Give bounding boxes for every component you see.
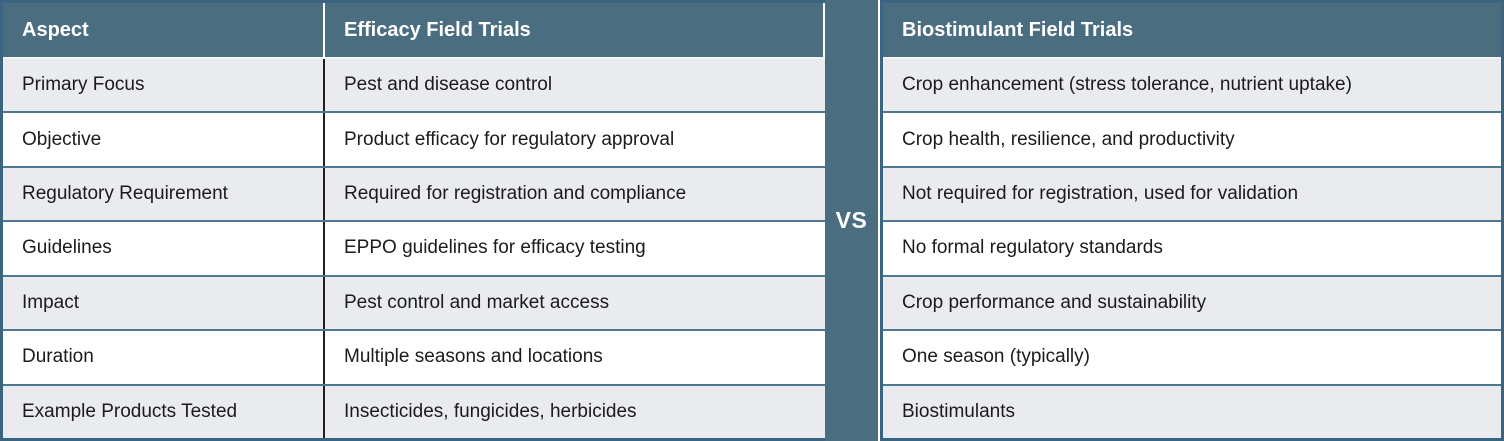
efficacy-cell: Multiple seasons and locations	[344, 346, 603, 368]
efficacy-cell: Pest and disease control	[344, 74, 553, 96]
efficacy-header-cell: Efficacy Field Trials	[325, 3, 825, 57]
table-row: Objective Product efficacy for regulator…	[3, 111, 825, 166]
table-row: One season (typically)	[883, 329, 1501, 384]
efficacy-table-header-row: Aspect Efficacy Field Trials	[3, 3, 825, 57]
table-row: Example Products Tested Insecticides, fu…	[3, 383, 825, 438]
table-row: Crop health, resilience, and productivit…	[883, 111, 1501, 166]
table-row: Crop performance and sustainability	[883, 274, 1501, 330]
table-row: Impact Pest control and market access	[3, 274, 825, 330]
efficacy-cell: Product efficacy for regulatory approval	[344, 128, 675, 150]
aspect-cell: Objective	[3, 113, 325, 166]
biostimulant-cell: One season (typically)	[902, 346, 1090, 368]
aspect-cell: Duration	[3, 331, 325, 384]
table-row: Primary Focus Pest and disease control	[3, 57, 825, 112]
efficacy-cell: Pest control and market access	[344, 291, 610, 313]
vs-label: VS	[835, 207, 868, 233]
table-row: No formal regulatory standards	[883, 220, 1501, 275]
biostimulant-cell: Biostimulants	[902, 400, 1015, 422]
efficacy-cell: Insecticides, fungicides, herbicides	[344, 400, 637, 422]
biostimulant-cell: Crop performance and sustainability	[902, 291, 1207, 313]
efficacy-cell: Required for registration and compliance	[344, 183, 687, 205]
biostimulant-table-header-row: Biostimulant Field Trials	[883, 3, 1501, 57]
biostimulant-cell: No formal regulatory standards	[902, 237, 1163, 259]
aspect-cell: Guidelines	[3, 222, 325, 275]
biostimulant-cell: Crop health, resilience, and productivit…	[902, 128, 1235, 150]
aspect-cell: Primary Focus	[3, 59, 325, 112]
aspect-header-cell: Aspect	[3, 3, 325, 57]
table-row: Regulatory Requirement Required for regi…	[3, 165, 825, 221]
table-row: Biostimulants	[883, 383, 1501, 438]
vs-divider: VS	[825, 0, 878, 441]
table-row: Guidelines EPPO guidelines for efficacy …	[3, 220, 825, 275]
table-row: Duration Multiple seasons and locations	[3, 329, 825, 384]
biostimulant-cell: Not required for registration, used for …	[902, 183, 1299, 205]
biostimulant-cell: Crop enhancement (stress tolerance, nutr…	[902, 74, 1352, 96]
table-row: Not required for registration, used for …	[883, 165, 1501, 221]
efficacy-table: Aspect Efficacy Field Trials Primary Foc…	[0, 0, 825, 441]
aspect-cell: Impact	[3, 276, 325, 330]
aspect-cell: Example Products Tested	[3, 385, 325, 438]
table-row: Crop enhancement (stress tolerance, nutr…	[883, 57, 1501, 112]
biostimulant-table: Biostimulant Field Trials Crop enhanceme…	[880, 0, 1504, 441]
aspect-cell: Regulatory Requirement	[3, 167, 325, 221]
biostimulant-header-cell: Biostimulant Field Trials	[902, 18, 1134, 41]
efficacy-cell: EPPO guidelines for efficacy testing	[344, 237, 646, 259]
